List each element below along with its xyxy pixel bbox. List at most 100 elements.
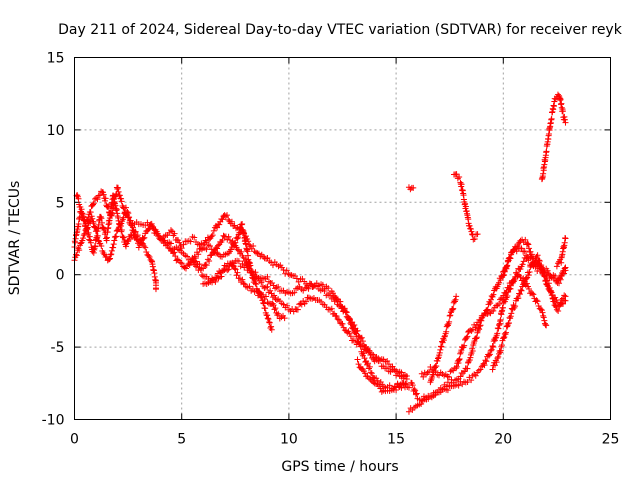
data-point	[330, 290, 337, 297]
data-point	[335, 316, 342, 323]
data-point	[443, 328, 450, 335]
data-point	[517, 286, 524, 293]
data-point	[446, 318, 453, 325]
data-point	[176, 239, 183, 246]
data-point	[108, 247, 115, 254]
data-point	[114, 184, 121, 191]
data-point	[490, 343, 497, 350]
data-point	[437, 346, 444, 353]
data-point	[98, 215, 105, 222]
data-point	[445, 373, 452, 380]
data-point	[403, 373, 410, 380]
data-point	[218, 273, 225, 280]
data-point	[496, 301, 503, 308]
data-point	[523, 275, 530, 282]
x-tick-label: 20	[494, 432, 512, 448]
data-point	[498, 342, 505, 349]
series-track-5	[189, 256, 410, 380]
data-point	[262, 305, 269, 312]
data-point	[436, 349, 443, 356]
data-point	[394, 380, 401, 387]
data-point	[542, 278, 549, 285]
data-point	[339, 320, 346, 327]
data-point	[548, 292, 555, 299]
data-point	[384, 358, 391, 365]
data-point	[456, 356, 463, 363]
data-point	[458, 181, 465, 188]
data-point	[536, 257, 543, 264]
data-point	[524, 240, 531, 247]
data-point	[89, 215, 96, 222]
data-point	[556, 275, 563, 282]
data-point	[559, 108, 566, 115]
data-point	[225, 216, 232, 223]
y-axis-label: SDTVAR / TECUs	[7, 181, 23, 296]
data-point	[562, 264, 569, 271]
data-point	[550, 272, 557, 279]
data-point	[418, 370, 425, 377]
data-point	[144, 219, 151, 226]
data-point	[483, 358, 490, 365]
data-point	[508, 310, 515, 317]
data-point	[131, 229, 138, 236]
data-point	[121, 205, 128, 212]
series-track-6	[200, 260, 288, 322]
data-point	[537, 306, 544, 313]
data-point	[491, 337, 498, 344]
data-point	[557, 96, 564, 103]
data-point	[84, 224, 91, 231]
data-point	[137, 237, 144, 244]
series-track-13	[489, 252, 569, 373]
series-track-14	[500, 236, 569, 309]
data-point	[557, 276, 564, 283]
data-point	[427, 364, 434, 371]
data-point	[239, 260, 246, 267]
data-point	[114, 185, 121, 192]
data-point	[368, 370, 375, 377]
data-point	[235, 258, 242, 265]
data-point	[457, 373, 464, 380]
data-point	[347, 320, 354, 327]
data-point	[319, 281, 326, 288]
data-point	[548, 115, 555, 122]
series-track-1	[71, 192, 275, 333]
data-point	[110, 244, 117, 251]
data-point	[207, 243, 214, 250]
data-point	[274, 312, 281, 319]
data-point	[530, 291, 537, 298]
data-point	[542, 321, 549, 328]
data-point	[77, 240, 84, 247]
data-point	[519, 261, 526, 268]
data-point	[532, 258, 539, 265]
data-point	[223, 263, 230, 270]
data-point	[443, 383, 450, 390]
data-point	[111, 198, 118, 205]
data-point	[126, 219, 133, 226]
data-point	[350, 325, 357, 332]
data-point	[209, 232, 216, 239]
y-tick-label: 0	[56, 268, 65, 284]
data-point	[93, 227, 100, 234]
data-point	[118, 195, 125, 202]
data-point	[364, 360, 371, 367]
series-track-11	[427, 293, 460, 386]
y-tick-label: 10	[47, 123, 65, 139]
data-point	[551, 275, 558, 282]
data-point	[98, 219, 105, 226]
data-point	[367, 369, 374, 376]
data-point	[554, 91, 561, 98]
data-point	[264, 273, 271, 280]
data-point	[535, 303, 542, 310]
data-point	[526, 268, 533, 275]
y-tick-label: -10	[42, 413, 65, 429]
data-point	[354, 356, 361, 363]
data-point	[358, 334, 365, 341]
data-point	[338, 303, 345, 310]
data-point	[475, 319, 482, 326]
data-point	[560, 300, 567, 307]
data-point	[260, 300, 267, 307]
data-point	[407, 186, 414, 193]
data-point	[106, 256, 113, 263]
data-point	[543, 148, 550, 155]
data-point	[558, 259, 565, 266]
